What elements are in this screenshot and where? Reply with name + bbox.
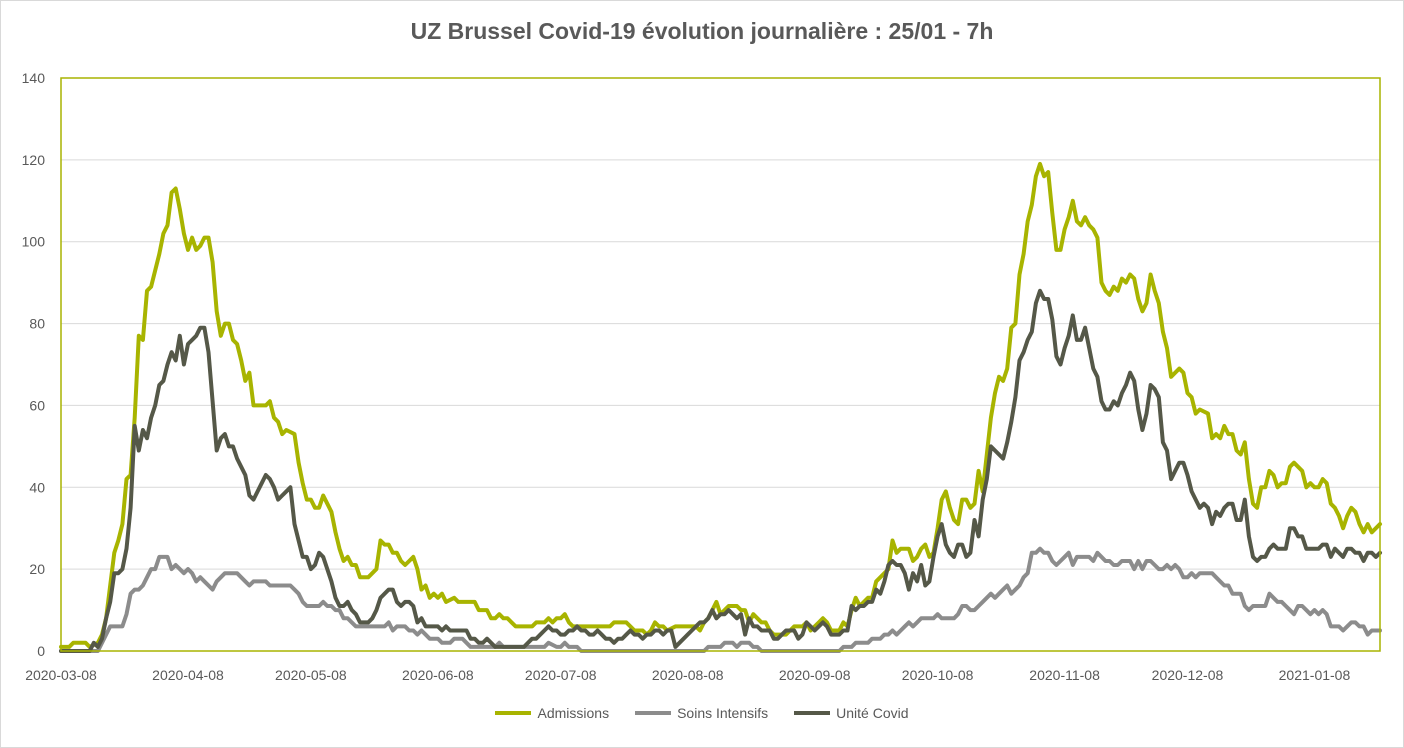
x-tick-label: 2021-01-08 [1279, 667, 1351, 683]
legend-item-admissions: Admissions [495, 705, 609, 721]
series-layer [59, 161, 1382, 653]
y-tick-label: 100 [22, 234, 46, 250]
legend-swatch-unite-covid [794, 711, 831, 715]
series-line-unite-covid [59, 288, 1382, 653]
x-tick-label: 2020-04-08 [152, 667, 224, 683]
legend-label-soins-intensifs: Soins Intensifs [677, 705, 769, 721]
x-tick-label: 2020-12-08 [1152, 667, 1224, 683]
y-tick-label: 40 [29, 479, 45, 495]
y-tick-label: 80 [29, 316, 45, 332]
legend-item-soins-intensifs: Soins Intensifs [635, 705, 768, 721]
series-line-admissions [59, 161, 1382, 649]
plot-area-border [60, 77, 1381, 652]
x-tick-label: 2020-06-08 [402, 667, 474, 683]
legend-swatch-admissions [495, 711, 532, 715]
x-tick-label: 2020-09-08 [779, 667, 851, 683]
y-tick-label: 0 [37, 643, 45, 659]
grid-layer [61, 77, 1380, 652]
x-tick-label: 2020-10-08 [902, 667, 974, 683]
legend-swatch-soins-intensifs [635, 711, 672, 715]
x-tick-label: 2020-07-08 [525, 667, 597, 683]
series-line-soins-intensifs [59, 546, 1382, 653]
chart-title: UZ Brussel Covid-19 évolution journalièr… [410, 18, 994, 44]
x-tick-label: 2020-03-08 [25, 667, 97, 683]
legend-label-unite-covid: Unité Covid [836, 705, 909, 721]
y-tick-label: 140 [22, 70, 46, 86]
y-axis-labels: 0 20 40 60 80 100 120 140 [22, 70, 46, 659]
x-tick-label: 2020-05-08 [275, 667, 347, 683]
y-tick-label: 20 [29, 561, 45, 577]
x-tick-label: 2020-11-08 [1029, 667, 1100, 683]
legend-item-unite-covid: Unité Covid [794, 705, 909, 721]
x-tick-label: 2020-08-08 [652, 667, 724, 683]
x-axis-labels: 2020-03-08 2020-04-08 2020-05-08 2020-06-08… [25, 667, 1350, 683]
legend-label-admissions: Admissions [537, 705, 610, 721]
y-tick-label: 60 [29, 397, 45, 413]
legend: Admissions Soins Intensifs Unité Covid [0, 705, 1404, 721]
y-tick-label: 120 [22, 152, 46, 168]
